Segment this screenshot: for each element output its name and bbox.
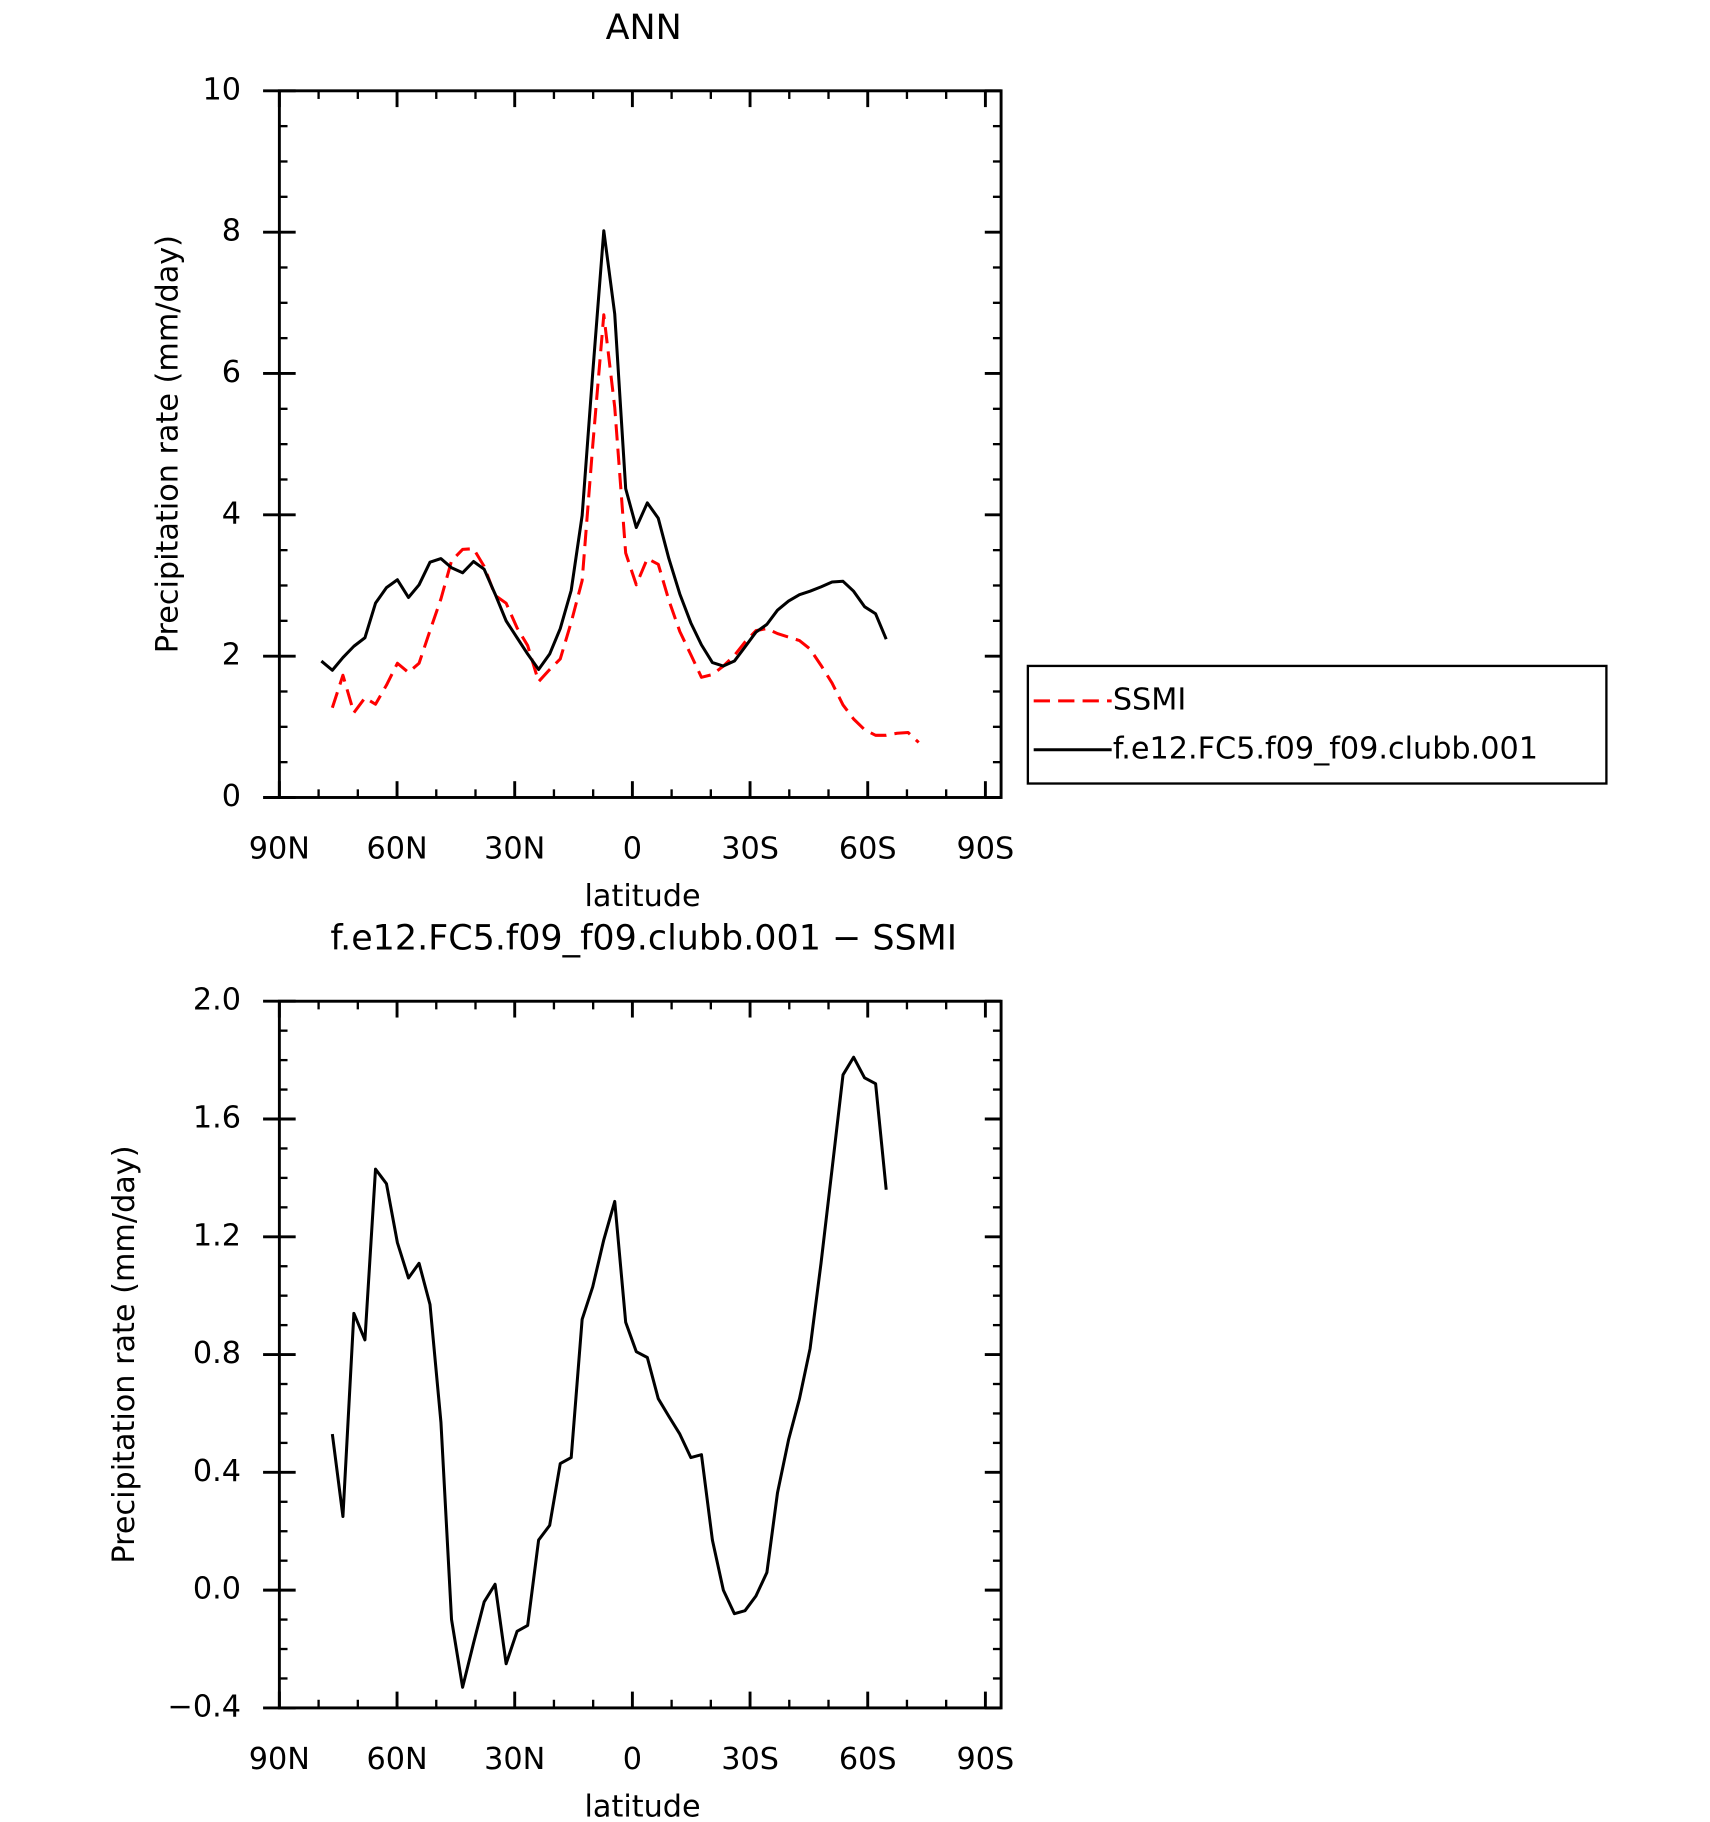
y-tick-label: 0 — [222, 779, 241, 814]
x-tick-label: 0 — [623, 1742, 642, 1777]
y-tick-label: 1.6 — [193, 1101, 241, 1136]
x-tick-label: 90S — [957, 831, 1015, 866]
y-axis-label: Precipitation rate (mm/day) — [150, 235, 185, 653]
chart-title: ANN — [606, 8, 682, 48]
x-tick-label: 60S — [839, 831, 897, 866]
chart-title: f.e12.FC5.f09_f09.clubb.001 − SSMI — [330, 919, 957, 959]
legend-label: f.e12.FC5.f09_f09.clubb.001 — [1113, 731, 1538, 766]
y-tick-label: 1.2 — [193, 1218, 241, 1253]
x-tick-label: 90S — [957, 1742, 1015, 1777]
x-tick-label: 60N — [366, 1742, 427, 1777]
x-tick-label: 30S — [721, 1742, 779, 1777]
data-line — [330, 1055, 888, 1689]
y-tick-label: 0.8 — [193, 1336, 241, 1371]
y-tick-label: −0.4 — [167, 1689, 240, 1724]
x-tick-label: 0 — [623, 831, 642, 866]
plot-frame — [277, 89, 1003, 799]
y-tick-label: 8 — [222, 214, 241, 249]
y-tick-label: 4 — [222, 496, 241, 531]
x-tick-label: 90N — [249, 1742, 310, 1777]
y-axis-label: Precipitation rate (mm/day) — [107, 1145, 142, 1563]
y-tick-label: 2 — [222, 638, 241, 673]
y-tick-label: 6 — [222, 355, 241, 390]
legend-label: SSMI — [1113, 682, 1186, 717]
y-tick-label: 0.4 — [193, 1454, 241, 1489]
y-tick-label: 0.0 — [193, 1572, 241, 1607]
x-tick-label: 30N — [484, 1742, 545, 1777]
x-tick-label: 90N — [249, 831, 310, 866]
x-tick-label: 60N — [366, 831, 427, 866]
x-tick-label: 60S — [839, 1742, 897, 1777]
x-axis-label: latitude — [585, 1790, 701, 1822]
x-axis-label: latitude — [585, 879, 701, 914]
x-tick-label: 30S — [721, 831, 779, 866]
data-line — [320, 229, 888, 672]
y-tick-label: 10 — [202, 72, 240, 107]
x-tick-label: 30N — [484, 831, 545, 866]
y-tick-label: 2.0 — [193, 983, 241, 1018]
legend-box — [1026, 664, 1608, 785]
data-line — [330, 313, 920, 744]
legend: SSMI f.e12.FC5.f09_f09.clubb.001 — [1026, 664, 1608, 785]
